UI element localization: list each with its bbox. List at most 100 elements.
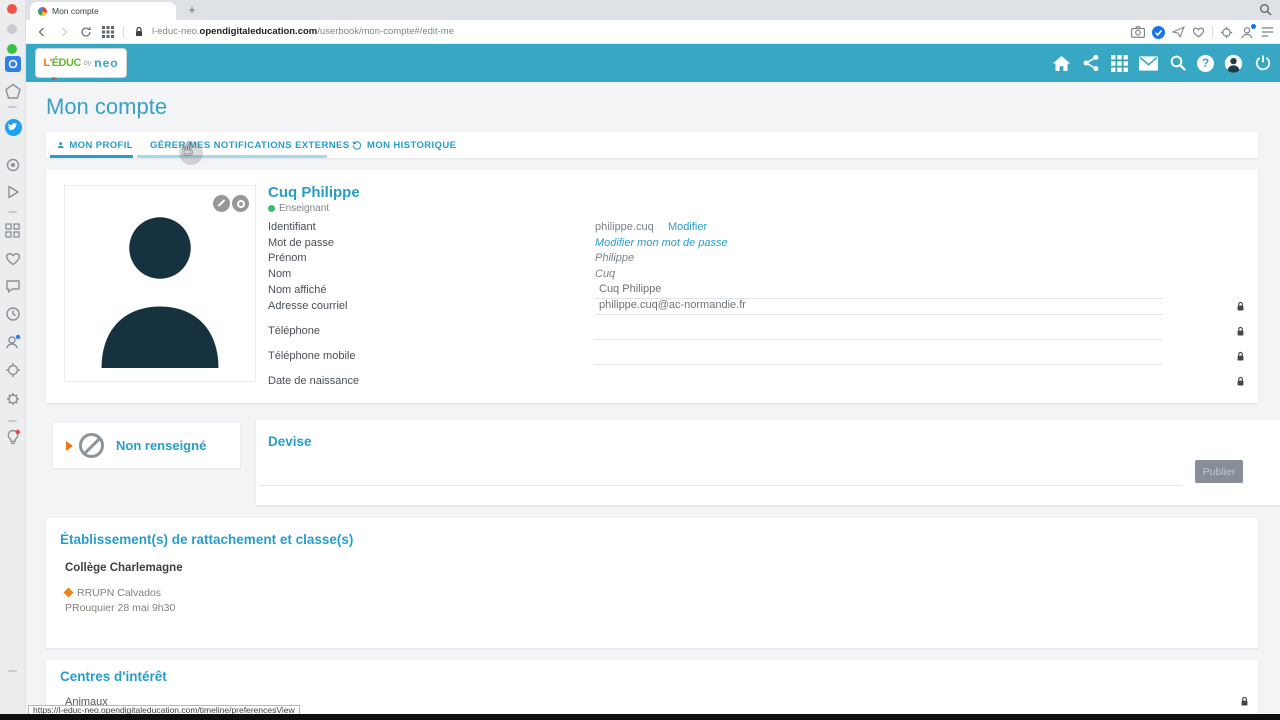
motto-card: Devise Publier (256, 420, 1280, 505)
edit-photo-button[interactable] (213, 195, 230, 212)
send-extension-icon[interactable] (1172, 26, 1185, 38)
extensions-puzzle-icon[interactable] (1220, 26, 1233, 39)
favicon (38, 6, 47, 16)
field-label: Téléphone (268, 325, 320, 337)
apps-grid-icon[interactable] (5, 223, 21, 239)
ssl-lock-icon[interactable] (134, 26, 144, 38)
traffic-light-close[interactable] (7, 4, 17, 14)
field-value: philippe.cuq (595, 221, 654, 233)
field-label: Nom affiché (268, 284, 327, 296)
capture-app-icon[interactable] (5, 56, 21, 72)
avatar-silhouette (101, 217, 219, 368)
twitter-icon[interactable] (5, 119, 22, 136)
profile-tabs-bar: MON PROFIL GÉRER MES NOTIFICATIONS EXTER… (46, 132, 1258, 158)
hover-tab-underline (137, 155, 327, 158)
logout-power-icon[interactable] (1253, 54, 1272, 73)
online-status-dot (268, 205, 275, 212)
lock-icon (1236, 326, 1245, 337)
not-set-label: Non renseigné (116, 438, 207, 453)
mail-icon[interactable] (1139, 54, 1158, 73)
url-bar: l-educ-neo.opendigitaleducation.com/user… (26, 20, 1280, 44)
field-label: Identifiant (268, 221, 316, 233)
sidebar-toggle-icon[interactable] (1261, 26, 1274, 38)
share-play-icon[interactable] (5, 184, 21, 200)
field-row-phone: Téléphone (268, 322, 1258, 343)
letterbox-bar (0, 714, 1280, 720)
profile-photo (64, 185, 256, 382)
publish-button[interactable]: Publier (1195, 460, 1243, 483)
logo-name: L'L'ÉDUCÉDUCde Normandie (43, 57, 81, 86)
help-icon[interactable]: ? (1197, 54, 1214, 72)
tab-notifications-externes[interactable]: GÉRER MES NOTIFICATIONS EXTERNES (137, 132, 349, 158)
account-icon[interactable] (5, 334, 21, 350)
modify-login-link[interactable]: Modifier (668, 221, 708, 233)
active-tab-underline (50, 155, 133, 158)
url-text[interactable]: l-educ-neo.opendigitaleducation.com/user… (152, 26, 454, 37)
app-logo[interactable]: L'L'ÉDUCÉDUCde Normandie by neo (35, 48, 127, 86)
lock-icon (1240, 696, 1249, 707)
phone-input[interactable] (595, 322, 1163, 340)
ideas-bulb-icon[interactable] (5, 429, 21, 445)
tab-mon-historique[interactable]: MON HISTORIQUE (343, 132, 463, 158)
divider (1212, 26, 1213, 38)
check-badge-extension-icon[interactable] (1152, 25, 1165, 39)
diamond-bullet-icon (63, 587, 74, 598)
desktop-dock (0, 0, 26, 720)
field-label: Date de naissance (268, 375, 360, 387)
search-icon[interactable] (1168, 54, 1187, 73)
browser-tab[interactable]: Mon compte (30, 2, 176, 20)
school-class-note: PRouquier 28 mai 9h30 (65, 602, 176, 614)
traffic-light-minimize[interactable] (7, 24, 17, 34)
traffic-light-zoom[interactable] (7, 44, 17, 54)
logo-by: by (83, 59, 92, 67)
history-clock-icon[interactable] (5, 306, 21, 322)
profile-card: Cuq Philippe Enseignant Identifiant phil… (46, 170, 1258, 403)
tab-mon-profil[interactable]: MON PROFIL (50, 132, 133, 158)
field-row-email: Adresse courriel (268, 297, 1258, 318)
user-avatar-icon[interactable] (1224, 54, 1243, 73)
school-group: RRUPN Calvados (77, 587, 162, 599)
modify-password-link[interactable]: Modifier mon mot de passe (595, 237, 728, 249)
reset-photo-button[interactable] (232, 195, 249, 212)
camera-extension-icon[interactable] (1131, 26, 1145, 38)
interests-title: Centres d'intérêt (60, 669, 167, 684)
mobile-input[interactable] (595, 347, 1163, 365)
forward-icon[interactable] (58, 26, 70, 38)
browser-profile-icon[interactable] (1240, 23, 1256, 39)
heart-extension-icon[interactable] (1192, 26, 1205, 38)
new-tab-button[interactable]: + (188, 3, 196, 17)
home-icon[interactable] (1052, 54, 1071, 73)
tab-strip: Mon compte + (26, 0, 1280, 20)
main-content: Mon compte MON PROFIL GÉRER MES NOTIFICA… (26, 82, 1280, 714)
chat-icon[interactable] (5, 279, 21, 295)
gear-icon[interactable] (5, 391, 21, 407)
extensions-icon[interactable] (5, 362, 21, 378)
home-icon[interactable] (5, 83, 21, 99)
lock-icon (1236, 351, 1245, 362)
field-label: Mot de passe (268, 237, 335, 249)
history-icon (352, 140, 362, 150)
dock-divider (8, 211, 17, 213)
dock-divider (8, 420, 17, 422)
email-input[interactable] (595, 297, 1163, 315)
school-section-title: Établissement(s) de rattachement et clas… (60, 532, 354, 547)
tab-search-icon[interactable] (1259, 3, 1272, 16)
page-title: Mon compte (46, 94, 168, 119)
heart-icon[interactable] (5, 251, 21, 267)
tab-title: Mon compte (52, 6, 99, 16)
motto-title: Devise (268, 434, 312, 449)
field-label: Adresse courriel (268, 300, 348, 312)
not-set-icon (79, 433, 104, 458)
dock-divider (8, 106, 17, 108)
user-role: Enseignant (268, 203, 329, 214)
user-name: Cuq Philippe (268, 184, 360, 201)
reload-icon[interactable] (80, 26, 92, 38)
person-icon (57, 142, 64, 148)
apps-grid-icon[interactable] (1110, 54, 1129, 73)
field-value: Cuq (595, 268, 616, 280)
settings-circle-icon[interactable] (5, 157, 21, 173)
share-icon[interactable] (1081, 54, 1100, 73)
motto-input[interactable] (260, 466, 1182, 486)
apps-shortcut-icon[interactable] (102, 25, 114, 38)
back-icon[interactable] (36, 26, 48, 38)
